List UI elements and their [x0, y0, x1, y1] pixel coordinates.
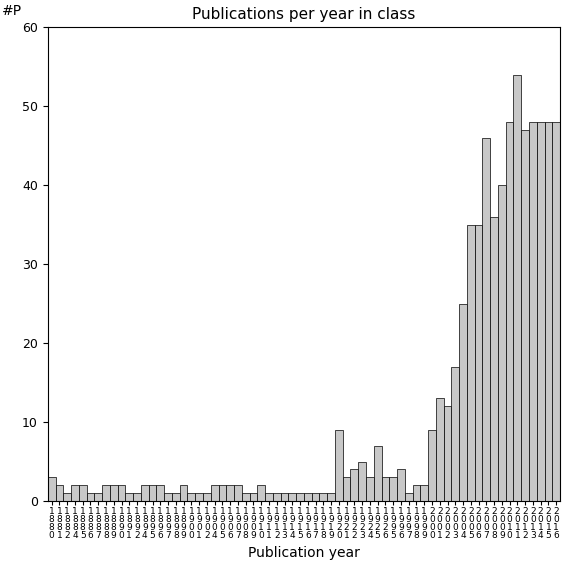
Bar: [94, 493, 102, 501]
Bar: [544, 122, 552, 501]
Bar: [149, 485, 156, 501]
Bar: [319, 493, 327, 501]
Bar: [257, 485, 265, 501]
Bar: [195, 493, 203, 501]
Bar: [117, 485, 125, 501]
Title: Publications per year in class: Publications per year in class: [192, 7, 416, 22]
Bar: [234, 485, 242, 501]
Bar: [211, 485, 218, 501]
Bar: [382, 477, 390, 501]
Bar: [420, 485, 428, 501]
Bar: [366, 477, 374, 501]
Bar: [552, 122, 560, 501]
Bar: [218, 485, 226, 501]
Bar: [521, 130, 529, 501]
Bar: [48, 477, 56, 501]
Bar: [156, 485, 164, 501]
Bar: [273, 493, 281, 501]
Bar: [203, 493, 211, 501]
Bar: [56, 485, 64, 501]
Bar: [451, 367, 459, 501]
Bar: [358, 462, 366, 501]
Bar: [413, 485, 420, 501]
Bar: [428, 430, 436, 501]
Bar: [102, 485, 110, 501]
Bar: [180, 485, 188, 501]
Bar: [483, 138, 490, 501]
Bar: [289, 493, 296, 501]
Bar: [79, 485, 87, 501]
Bar: [490, 217, 498, 501]
Bar: [514, 75, 521, 501]
Bar: [335, 430, 342, 501]
Bar: [249, 493, 257, 501]
Bar: [133, 493, 141, 501]
Bar: [188, 493, 195, 501]
Bar: [265, 493, 273, 501]
Bar: [397, 469, 405, 501]
Bar: [405, 493, 413, 501]
Bar: [374, 446, 382, 501]
Bar: [342, 477, 350, 501]
Bar: [172, 493, 180, 501]
Bar: [296, 493, 304, 501]
Bar: [87, 493, 94, 501]
X-axis label: Publication year: Publication year: [248, 546, 360, 560]
Bar: [110, 485, 117, 501]
Bar: [64, 493, 71, 501]
Bar: [327, 493, 335, 501]
Bar: [281, 493, 289, 501]
Y-axis label: #P: #P: [2, 4, 22, 18]
Bar: [506, 122, 514, 501]
Bar: [529, 122, 537, 501]
Bar: [467, 225, 475, 501]
Bar: [475, 225, 483, 501]
Bar: [459, 304, 467, 501]
Bar: [226, 485, 234, 501]
Bar: [164, 493, 172, 501]
Bar: [125, 493, 133, 501]
Bar: [242, 493, 249, 501]
Bar: [537, 122, 544, 501]
Bar: [443, 407, 451, 501]
Bar: [304, 493, 312, 501]
Bar: [436, 399, 443, 501]
Bar: [498, 185, 506, 501]
Bar: [390, 477, 397, 501]
Bar: [312, 493, 319, 501]
Bar: [141, 485, 149, 501]
Bar: [71, 485, 79, 501]
Bar: [350, 469, 358, 501]
